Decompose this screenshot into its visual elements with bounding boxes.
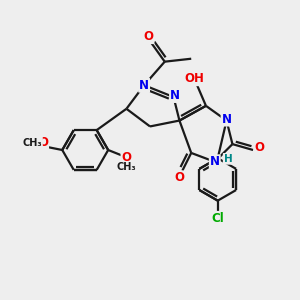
Text: N: N bbox=[170, 89, 180, 102]
Text: O: O bbox=[122, 151, 131, 164]
Text: N: N bbox=[210, 155, 220, 168]
Text: CH₃: CH₃ bbox=[22, 138, 42, 148]
Text: H: H bbox=[224, 154, 233, 164]
Text: O: O bbox=[38, 136, 48, 149]
Text: N: N bbox=[222, 112, 232, 126]
Text: O: O bbox=[143, 30, 154, 43]
Text: CH₃: CH₃ bbox=[117, 162, 136, 172]
Text: O: O bbox=[254, 141, 265, 154]
Text: O: O bbox=[174, 172, 184, 184]
Text: Cl: Cl bbox=[211, 212, 224, 225]
Text: N: N bbox=[139, 79, 149, 92]
Text: OH: OH bbox=[184, 72, 204, 85]
